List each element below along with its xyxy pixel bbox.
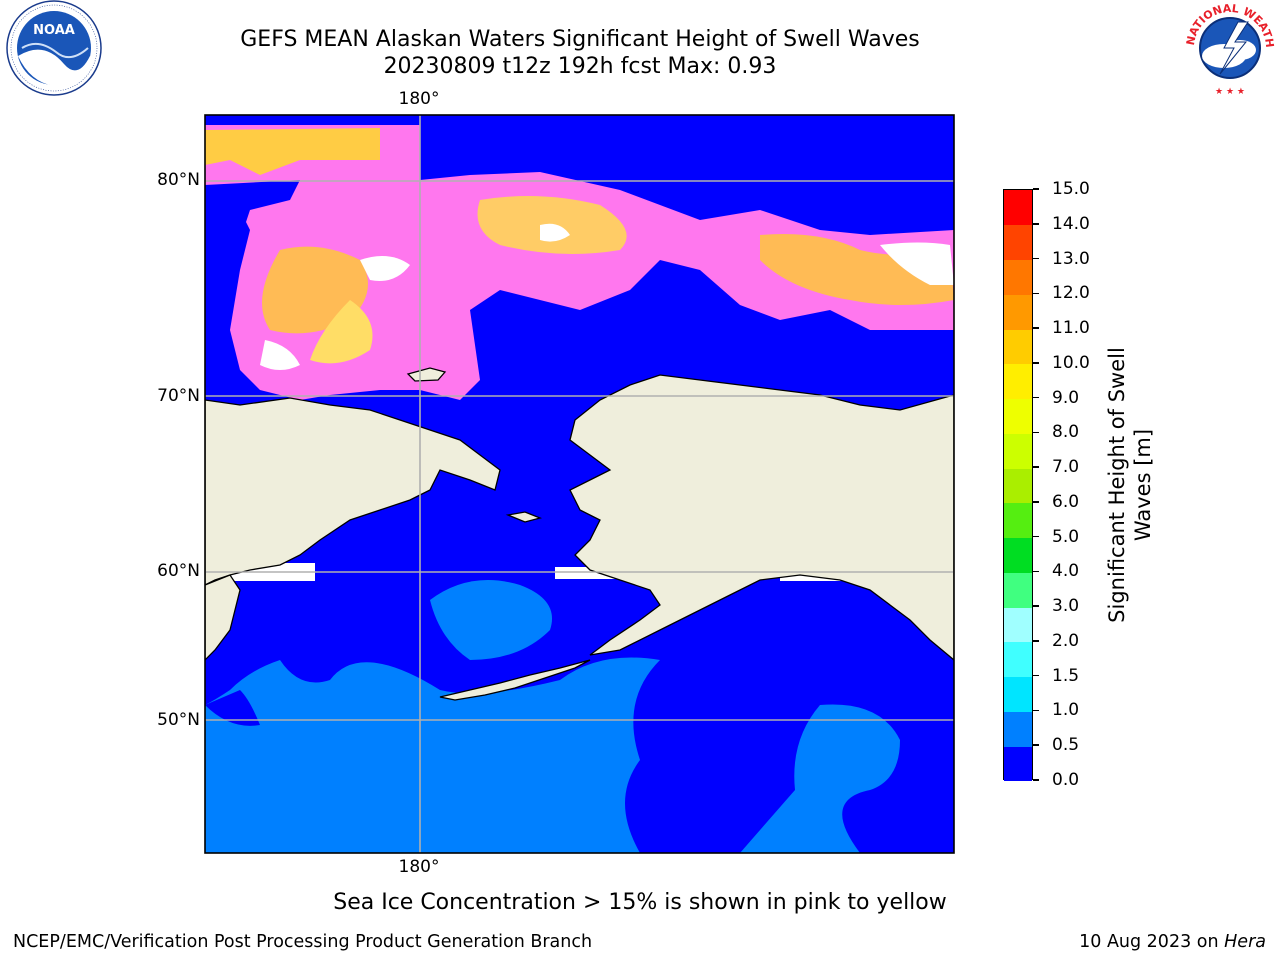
lon-label-top: 180° (398, 89, 440, 109)
colorbar-tick-label: 9.0 (1052, 387, 1080, 408)
colorbar-tick (1033, 431, 1039, 434)
colorbar-tick (1033, 744, 1039, 746)
colorbar-segment (1004, 433, 1032, 469)
lat-label-50: 50°N (157, 710, 200, 730)
lat-label-60: 60°N (157, 561, 200, 581)
colorbar-tick (1033, 188, 1039, 190)
colorbar-tick-label: 11.0 (1052, 318, 1090, 339)
colorbar-tick (1033, 292, 1039, 295)
colorbar-segment (1004, 572, 1032, 608)
footer-host: Hera (1224, 932, 1266, 952)
colorbar-segment (1004, 224, 1032, 260)
colorbar-tick-label: 12.0 (1052, 283, 1090, 304)
colorbar-tick-label: 4.0 (1052, 561, 1080, 582)
colorbar-segment (1004, 607, 1032, 643)
colorbar-tick (1033, 709, 1039, 712)
chart-title: GEFS MEAN Alaskan Waters Significant Hei… (240, 27, 920, 52)
colorbar-tick-label: 8.0 (1052, 422, 1080, 443)
chart-subtitle: 20230809 t12z 192h fcst Max: 0.93 (383, 54, 777, 79)
colorbar-tick-label: 13.0 (1052, 248, 1090, 269)
colorbar-tick (1033, 779, 1039, 781)
colorbar-tick (1033, 362, 1039, 364)
colorbar-tick (1033, 466, 1039, 468)
colorbar-tick (1033, 605, 1039, 607)
sea-ice-note: Sea Ice Concentration > 15% is shown in … (333, 890, 947, 915)
colorbar-tick (1033, 223, 1039, 225)
colorbar-segment (1004, 294, 1032, 330)
colorbar-segment (1004, 502, 1032, 539)
map-frame (204, 114, 955, 854)
colorbar-tick (1033, 327, 1039, 329)
graticule (205, 115, 954, 853)
colorbar-tick-label: 3.0 (1052, 596, 1080, 617)
land-masses (205, 367, 954, 701)
colorbar-tick-label: 15.0 (1052, 179, 1090, 199)
footer-date-text: 10 Aug 2023 on (1079, 932, 1225, 952)
colorbar-tick-label: 1.5 (1052, 665, 1080, 686)
colorbar-segment (1004, 329, 1032, 365)
colorbar-segment (1004, 711, 1032, 747)
colorbar-tick-label: 6.0 (1052, 491, 1080, 512)
colorbar-title-line1: Significant Height of Swell (1105, 347, 1129, 623)
footer-date: 10 Aug 2023 on Hera (1079, 932, 1266, 952)
noaa-logo-text: NOAA (33, 23, 75, 38)
colorbar-tick (1033, 570, 1039, 573)
colorbar-tick (1033, 674, 1039, 677)
colorbar-segment (1004, 641, 1032, 678)
colorbar-segment (1004, 676, 1032, 712)
colorbar-tick-label: 1.0 (1052, 700, 1080, 721)
lat-label-80: 80°N (157, 170, 200, 190)
colorbar-title: Significant Height of Swell Waves [m] (1104, 325, 1156, 645)
noaa-logo-icon: NOAA (6, 0, 102, 96)
colorbar-segment (1004, 190, 1032, 226)
colorbar-title-line2: Waves [m] (1131, 428, 1155, 542)
colorbar-segment (1004, 537, 1032, 573)
colorbar-tick-label: 14.0 (1052, 213, 1090, 234)
colorbar-segment (1004, 398, 1032, 434)
nws-logo-icon: NATIONAL WEATHER SERVICE ★ ★ ★ (1180, 0, 1276, 97)
colorbar-tick (1033, 501, 1039, 503)
colorbar-tick-label: 5.0 (1052, 526, 1080, 547)
svg-text:★ ★ ★: ★ ★ ★ (1215, 87, 1245, 97)
colorbar-tick (1033, 535, 1039, 538)
colorbar-tick (1033, 257, 1039, 260)
colorbar-segment (1004, 468, 1032, 504)
colorbar-segment (1004, 259, 1032, 295)
lon-label-bottom: 180° (398, 857, 440, 877)
colorbar-tick (1033, 640, 1039, 642)
colorbar-tick (1033, 396, 1039, 399)
footer-branch: NCEP/EMC/Verification Post Processing Pr… (13, 932, 593, 952)
colorbar-tick-label: 2.0 (1052, 630, 1080, 651)
colorbar (1003, 189, 1033, 782)
colorbar-tick-label: 0.5 (1052, 735, 1080, 756)
sea-ice-region (205, 125, 954, 400)
colorbar-segment (1004, 746, 1032, 782)
colorbar-tick-label: 0.0 (1052, 770, 1080, 790)
colorbar-tick-label: 10.0 (1052, 352, 1090, 373)
colorbar-segment (1004, 363, 1032, 400)
colorbar-tick-label: 7.0 (1052, 457, 1080, 478)
lat-label-70: 70°N (157, 386, 200, 406)
